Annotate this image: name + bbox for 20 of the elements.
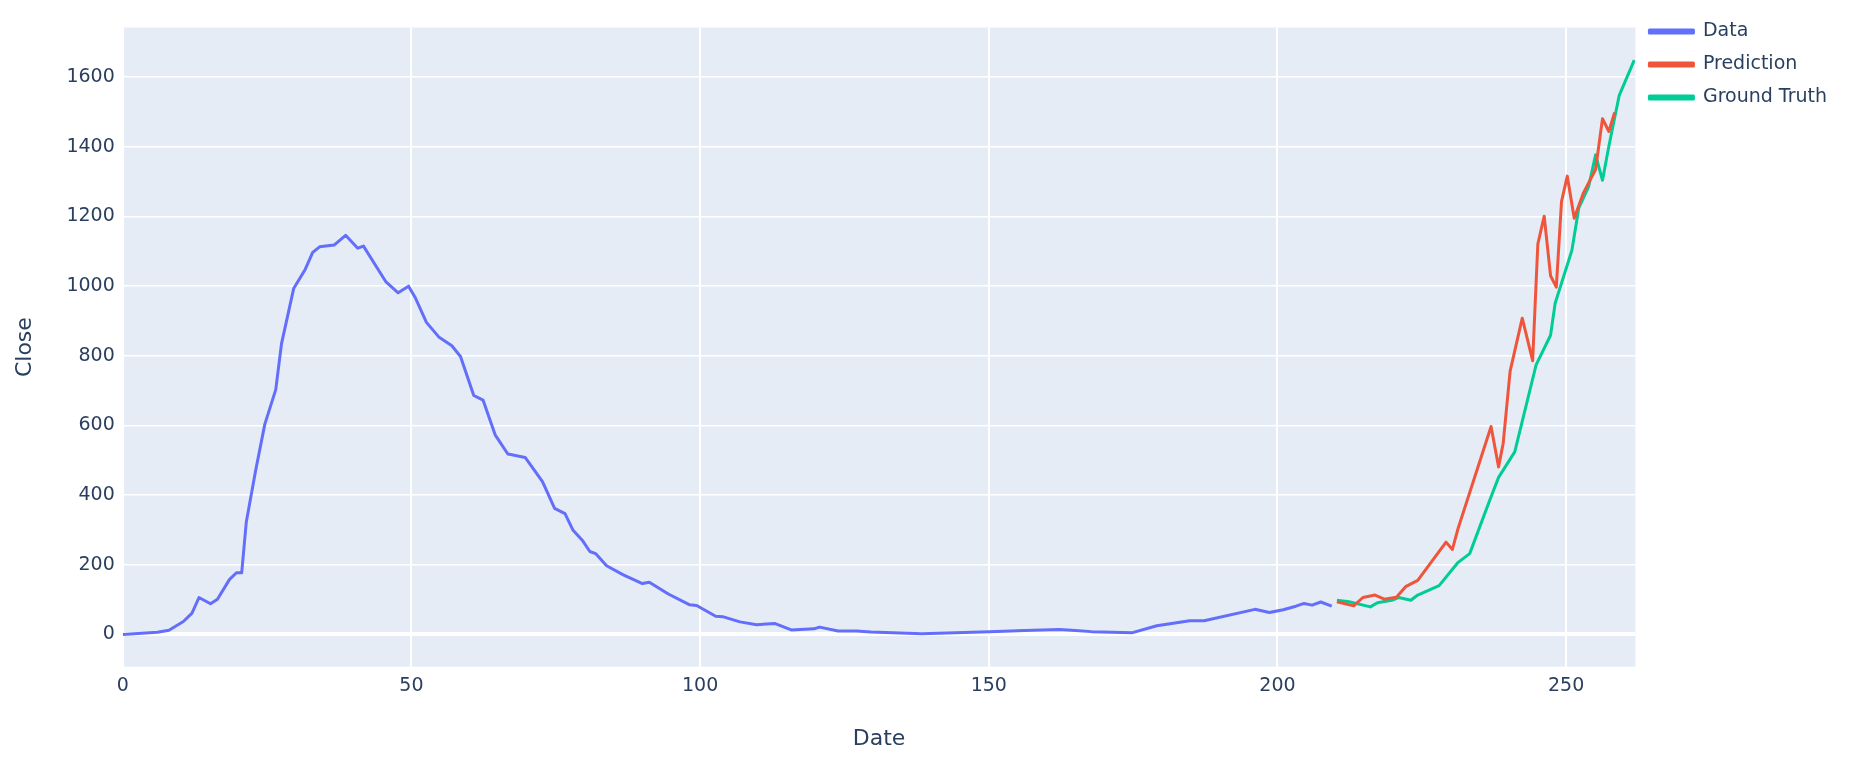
y-axis-title: Close [10, 317, 36, 378]
x-tick-label: 200 [1259, 673, 1296, 696]
y-tick-label: 1600 [66, 64, 115, 87]
x-tick-label: 150 [970, 673, 1007, 696]
x-tick-label: 250 [1548, 673, 1585, 696]
y-tick-label: 1200 [66, 203, 115, 226]
legend-label: Ground Truth [1702, 84, 1828, 107]
y-tick-label: 1000 [66, 273, 115, 296]
legend-label: Prediction [1702, 51, 1798, 74]
y-tick-label: 0 [102, 621, 115, 644]
y-tick-label: 1400 [66, 133, 115, 156]
y-tick-label: 400 [78, 482, 115, 505]
x-tick-label: 0 [116, 673, 129, 696]
x-tick-label: 100 [681, 673, 719, 696]
legend-label: Data [1702, 18, 1749, 41]
y-tick-label: 800 [78, 342, 115, 365]
x-axis-title: Date [852, 724, 906, 750]
x-tick-label: 50 [399, 673, 424, 696]
y-tick-label: 200 [78, 551, 115, 574]
y-tick-label: 600 [78, 412, 115, 435]
